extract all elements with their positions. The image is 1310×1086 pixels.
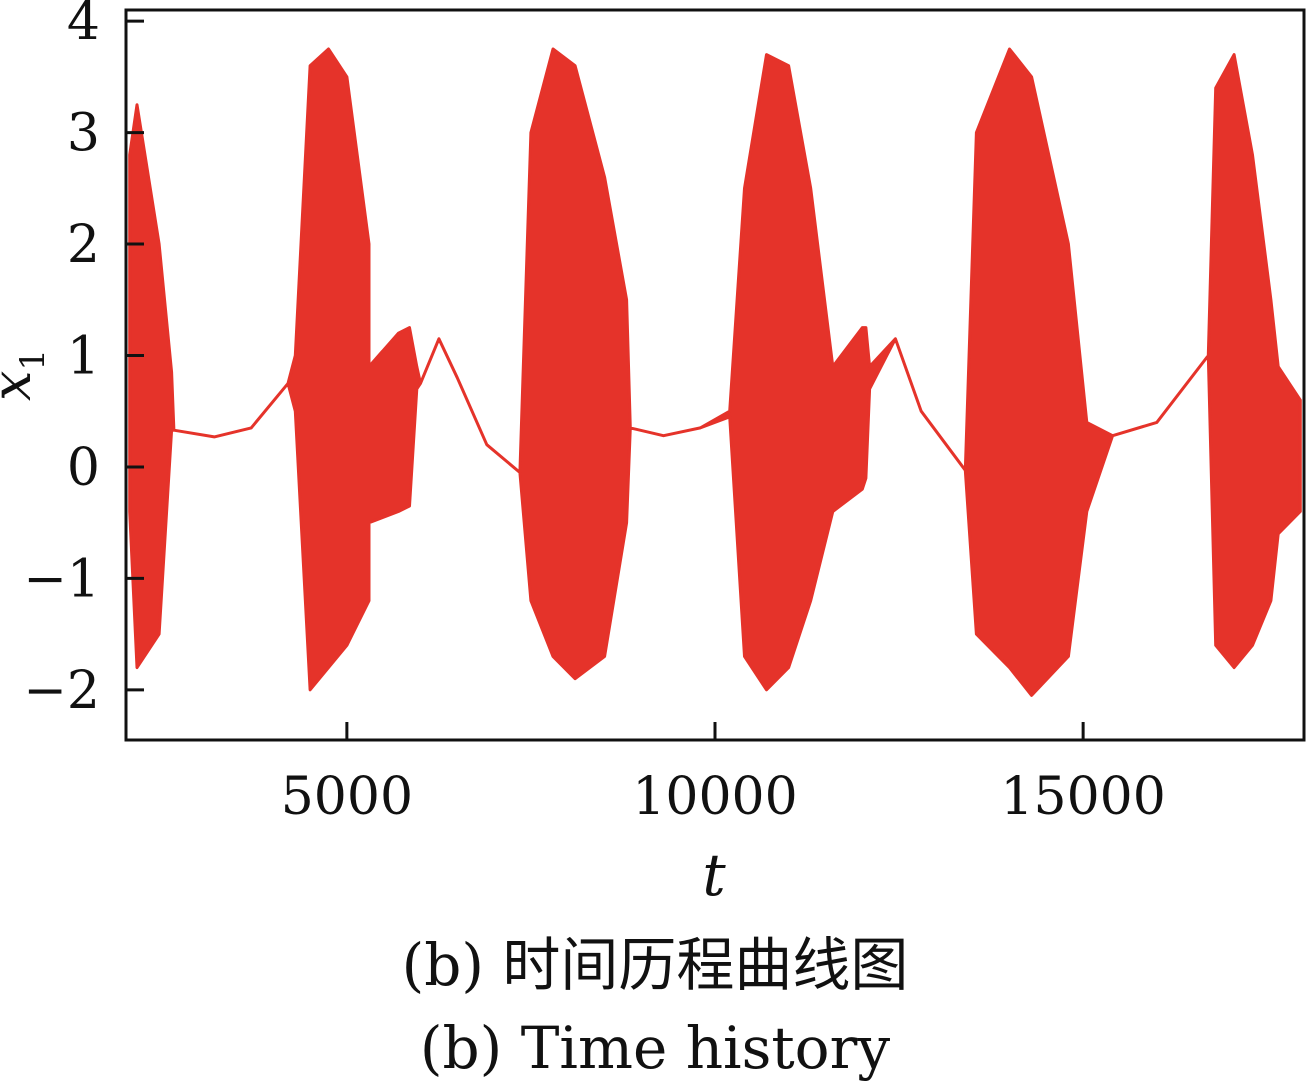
time-history-chart: 5000 10000 15000 −2 −1 0 1 2 3 4 t x1 — [0, 0, 1306, 909]
series-envelope-0 — [128, 47, 1302, 697]
y-tick-label: 4 — [67, 0, 100, 52]
y-tick-label: −2 — [23, 661, 100, 721]
y-axis-label: x1 — [0, 349, 53, 401]
y-tick-label: 2 — [67, 215, 100, 275]
caption-english: (b) Time history — [419, 1014, 891, 1082]
x-tick-label: 5000 — [281, 767, 413, 827]
y-tick-label: 1 — [67, 326, 100, 386]
caption-chinese: (b) 时间历程曲线图 — [401, 931, 909, 999]
x-tick-label: 15000 — [1000, 767, 1165, 827]
axis-ticks: 5000 10000 15000 −2 −1 0 1 2 3 4 — [23, 0, 1165, 827]
y-tick-label: 3 — [67, 104, 100, 164]
y-tick-label: 0 — [67, 438, 100, 498]
plot-area — [128, 47, 1302, 697]
x-tick-label: 10000 — [632, 767, 797, 827]
x-axis-label: t — [702, 841, 726, 909]
y-tick-label: −1 — [23, 549, 100, 609]
